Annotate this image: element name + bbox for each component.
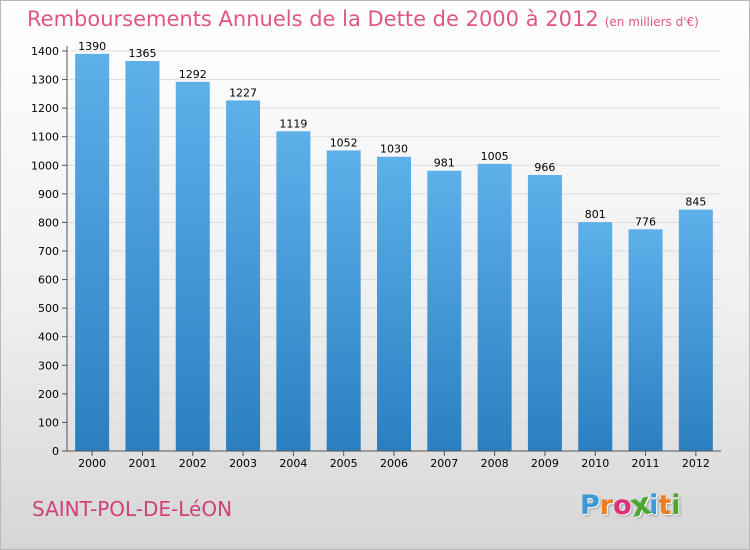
bar-value-label: 845 <box>685 196 706 209</box>
label-layer: 0 100 200 300 400 500 600 700 800 900 1000 1100 1200… <box>31 40 710 470</box>
logo-letter: i <box>671 490 681 521</box>
bar-value-label: 966 <box>534 161 555 174</box>
x-tick-label: 2010 <box>581 457 609 470</box>
place-name: SAINT-POL-DE-LéON <box>32 497 233 521</box>
bar-value-label: 1052 <box>330 136 358 149</box>
x-tick-label: 2006 <box>380 457 408 470</box>
bar-2012 <box>678 209 713 451</box>
y-tick-label: 100 <box>38 416 59 429</box>
y-tick-label: 700 <box>38 245 59 258</box>
bar-value-label: 1390 <box>78 40 106 53</box>
bar-layer <box>75 53 713 452</box>
bar-2010 <box>578 222 613 451</box>
bar-2006 <box>377 156 411 451</box>
bar-2007 <box>427 170 462 451</box>
bar-value-label: 1227 <box>229 86 257 99</box>
y-tick-label: 400 <box>38 331 59 344</box>
bar-2005 <box>326 150 361 451</box>
chart-title: Remboursements Annuels de la Dette de 20… <box>27 7 699 31</box>
bar-2000 <box>75 53 110 451</box>
y-tick-label: 0 <box>52 445 59 458</box>
logo-letter: P <box>580 490 600 521</box>
x-tick-label: 2007 <box>430 457 458 470</box>
y-tick-label: 500 <box>38 302 59 315</box>
y-tick-label: 600 <box>38 274 59 287</box>
y-tick-label: 1300 <box>31 74 59 87</box>
y-tick-label: 800 <box>38 216 59 229</box>
bar-value-label: 1030 <box>380 143 408 156</box>
x-tick-label: 2001 <box>128 457 156 470</box>
x-tick-label: 2008 <box>481 457 509 470</box>
x-tick-label: 2009 <box>531 457 559 470</box>
bar-value-label: 801 <box>585 208 606 221</box>
bar-2009 <box>527 175 562 451</box>
bar-2008 <box>477 163 512 451</box>
bar-2011 <box>628 229 663 451</box>
chart-unit: (en milliers d'€) <box>604 15 699 29</box>
x-tick-label: 2011 <box>632 457 660 470</box>
y-tick-label: 1200 <box>31 102 59 115</box>
y-tick-label: 1100 <box>31 131 59 144</box>
chart-title-text: Remboursements Annuels de la Dette de 20… <box>27 7 599 31</box>
y-tick-label: 1400 <box>31 45 59 58</box>
bar-2001 <box>125 61 160 451</box>
x-tick-label: 2004 <box>279 457 307 470</box>
bar-2002 <box>175 81 210 451</box>
x-tick-label: 2012 <box>682 457 710 470</box>
logo-letter: o <box>613 490 632 521</box>
proxiti-logo: Proxiti <box>580 486 681 525</box>
y-tick-label: 1000 <box>31 159 59 172</box>
logo-letter: r <box>599 490 614 521</box>
x-tick-label: 2002 <box>179 457 207 470</box>
bar-value-label: 981 <box>434 157 455 170</box>
logo-letter: t <box>658 490 672 521</box>
y-tick-label: 200 <box>38 388 59 401</box>
axis-layer <box>62 46 721 456</box>
bar-value-label: 1005 <box>481 150 509 163</box>
bar-2004 <box>276 131 311 452</box>
y-tick-label: 300 <box>38 359 59 372</box>
bar-value-label: 1119 <box>279 117 307 130</box>
bar-2003 <box>226 100 261 451</box>
bar-value-label: 1292 <box>179 68 207 81</box>
bar-value-label: 776 <box>635 215 656 228</box>
x-tick-label: 2000 <box>78 457 106 470</box>
x-tick-label: 2003 <box>229 457 257 470</box>
x-tick-label: 2005 <box>330 457 358 470</box>
y-tick-label: 900 <box>38 188 59 201</box>
bar-value-label: 1365 <box>128 47 156 60</box>
logo-letter: i <box>649 490 659 521</box>
